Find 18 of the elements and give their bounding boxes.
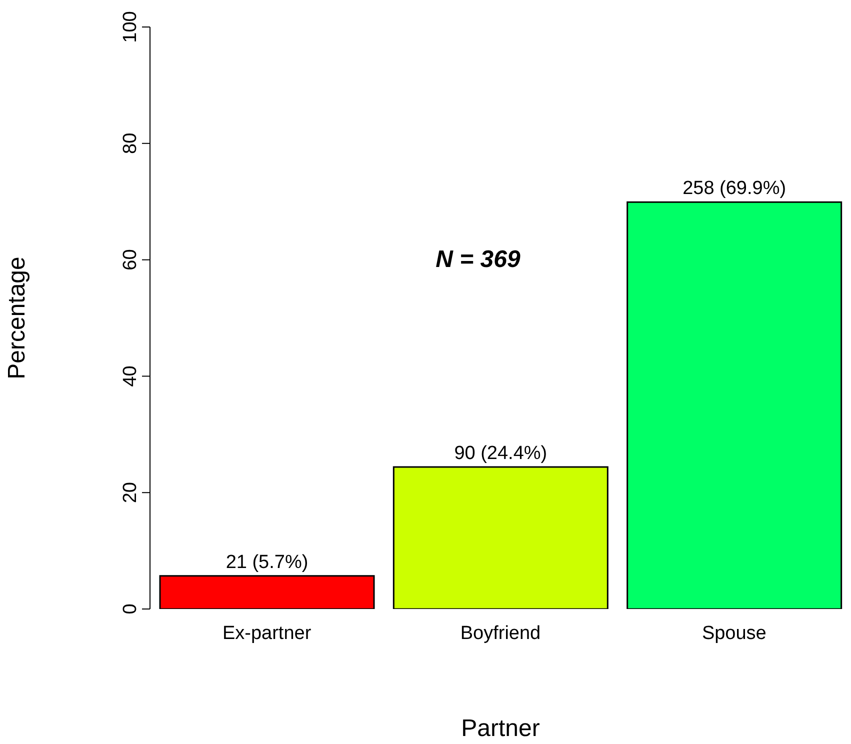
x-tick-label: Spouse bbox=[702, 623, 766, 644]
x-axis-title: Partner bbox=[461, 715, 540, 742]
y-tick-label: 40 bbox=[120, 366, 141, 387]
y-tick-label: 20 bbox=[120, 482, 141, 504]
data-label: 258 (69.9%) bbox=[682, 178, 786, 200]
bar bbox=[392, 466, 608, 609]
x-tick-label: Ex-partner bbox=[222, 623, 312, 644]
data-label: 21 (5.7%) bbox=[226, 552, 308, 573]
y-tick-label: 80 bbox=[120, 132, 141, 154]
y-tick-label: 60 bbox=[120, 249, 141, 270]
annotation: N = 369 bbox=[434, 246, 522, 274]
bar bbox=[159, 575, 375, 609]
y-tick-label: 100 bbox=[120, 11, 141, 43]
data-label: 90 (24.4%) bbox=[454, 442, 548, 464]
y-tick-label: 0 bbox=[120, 604, 141, 614]
x-tick-label: Boyfriend bbox=[460, 623, 541, 644]
bar bbox=[626, 201, 842, 609]
y-axis-title: Percentage bbox=[4, 256, 31, 380]
